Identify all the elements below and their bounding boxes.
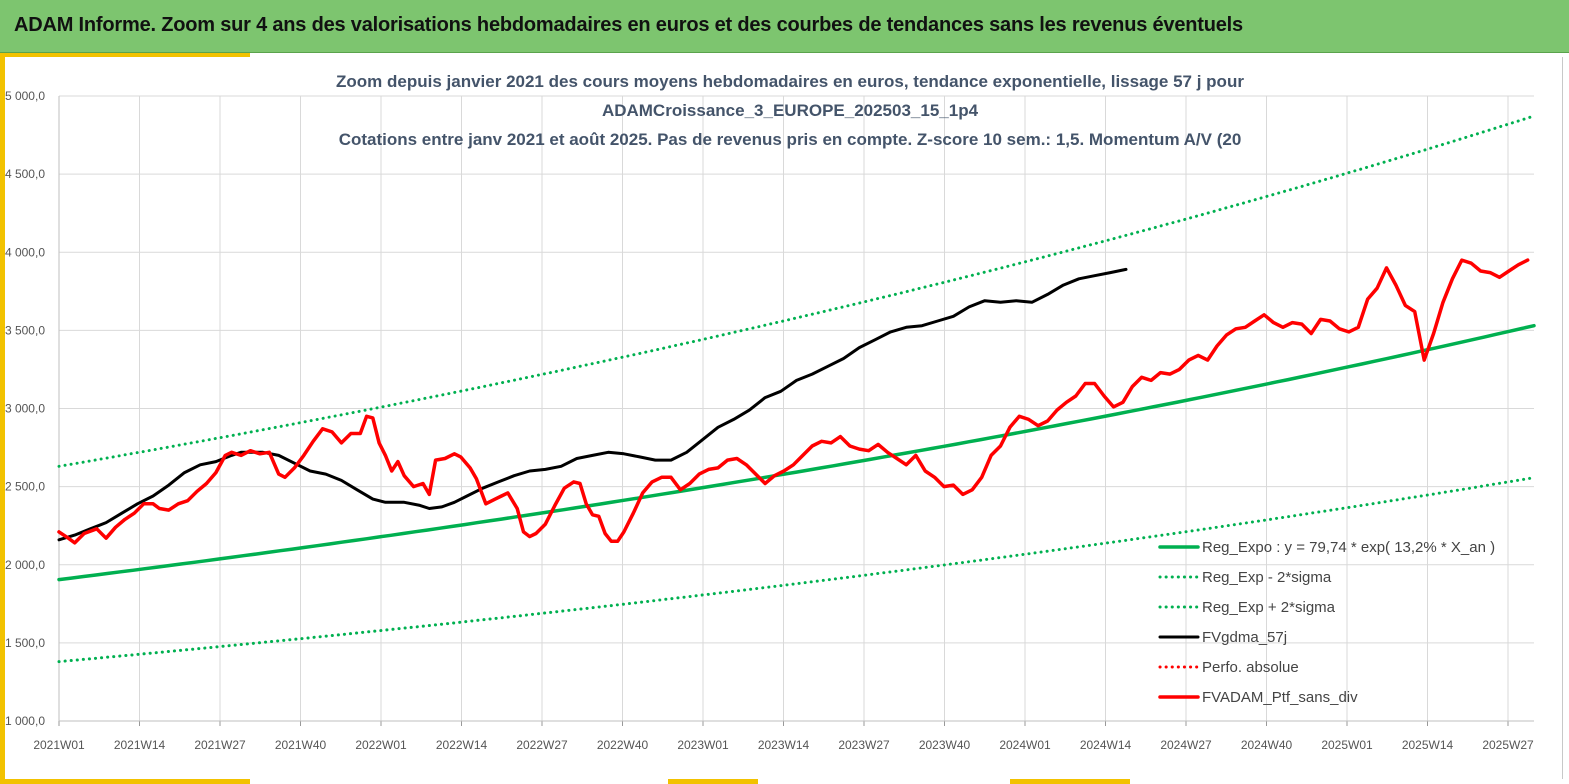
x-tick-label: 2024W14 [1080,738,1132,752]
chart-title-line-3: Cotations entre janv 2021 et août 2025. … [338,130,1242,149]
x-tick-label: 2021W40 [275,738,327,752]
x-tick-label: 2022W40 [597,738,649,752]
x-tick-label: 2022W01 [355,738,407,752]
x-tick-label: 2021W01 [33,738,85,752]
x-tick-label: 2021W14 [114,738,166,752]
x-tick-label: 2024W01 [999,738,1051,752]
x-tick-label: 2023W14 [758,738,810,752]
x-tick-label: 2022W14 [436,738,488,752]
x-tick-label: 2025W01 [1321,738,1373,752]
accent-bar-top [5,53,250,57]
chart-area [5,57,1563,779]
x-tick-label: 2025W27 [1482,738,1534,752]
report-title: ADAM Informe. Zoom sur 4 ans des valoris… [14,14,1243,36]
chart-title-line-2: ADAMCroissance_3_EUROPE_202503_15_1p4 [601,101,979,120]
report-banner: ADAM Informe. Zoom sur 4 ans des valoris… [0,0,1569,53]
legend-label: Reg_Exp + 2*sigma [1202,599,1336,616]
y-tick-label: 2 500,0 [5,480,45,494]
legend-label: Reg_Exp - 2*sigma [1202,569,1332,586]
x-tick-label: 2024W27 [1160,738,1212,752]
legend-label: FVADAM_Ptf_sans_div [1202,689,1358,706]
series-line-5 [57,258,1530,545]
series-line-0 [57,323,1536,582]
y-tick-label: 5 000,0 [5,89,45,103]
x-tick-label: 2021W27 [194,738,246,752]
y-tick-label: 3 000,0 [5,402,45,416]
y-tick-label: 2 000,0 [5,558,45,572]
x-tick-label: 2023W01 [677,738,729,752]
series-line-2 [57,114,1536,468]
x-tick-label: 2025W14 [1402,738,1454,752]
y-tick-label: 1 500,0 [5,636,45,650]
x-tick-label: 2024W40 [1241,738,1293,752]
x-tick-label: 2023W40 [919,738,971,752]
series-line-1 [57,476,1536,664]
series-line-3 [57,267,1128,542]
x-tick-label: 2023W27 [838,738,890,752]
accent-bar-left [0,53,5,784]
y-tick-label: 4 000,0 [5,245,45,259]
y-tick-label: 4 500,0 [5,167,45,181]
legend-label: FVgdma_57j [1202,629,1287,646]
legend-label: Reg_Expo : y = 79,74 * exp( 13,2% * X_an… [1202,539,1495,556]
chart-title-line-1: Zoom depuis janvier 2021 des cours moyen… [336,72,1244,91]
y-tick-label: 1 000,0 [5,714,45,728]
x-tick-label: 2022W27 [516,738,568,752]
legend-label: Perfo. absolue [1202,659,1299,676]
accent-bar-bottom-left [0,779,250,784]
accent-bar-bottom-right [1010,779,1130,784]
y-tick-label: 3 500,0 [5,323,45,337]
accent-bar-bottom-mid [668,779,758,784]
